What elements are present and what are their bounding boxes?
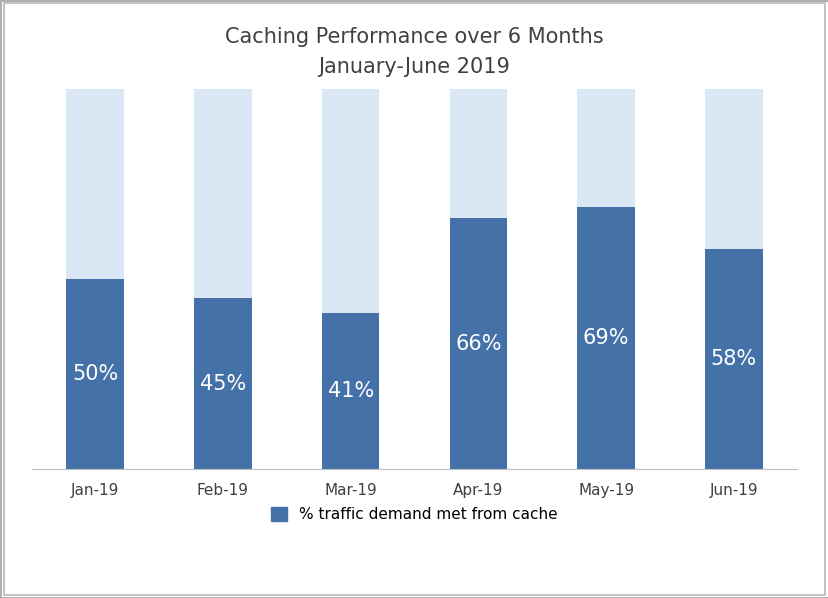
Bar bbox=[449, 89, 507, 218]
Bar bbox=[321, 89, 379, 313]
Title: Caching Performance over 6 Months
January-June 2019: Caching Performance over 6 Months Januar… bbox=[225, 27, 603, 77]
Text: 41%: 41% bbox=[327, 382, 373, 401]
Bar bbox=[194, 89, 252, 298]
Text: 58%: 58% bbox=[710, 349, 756, 369]
Bar bbox=[321, 313, 379, 469]
Text: 45%: 45% bbox=[200, 374, 246, 393]
Bar bbox=[576, 89, 634, 207]
Bar bbox=[66, 279, 123, 469]
Text: 66%: 66% bbox=[455, 334, 501, 354]
Text: 50%: 50% bbox=[72, 364, 118, 384]
Bar bbox=[449, 218, 507, 469]
Text: 69%: 69% bbox=[582, 328, 628, 348]
Bar bbox=[194, 298, 252, 469]
Legend: % traffic demand met from cache: % traffic demand met from cache bbox=[271, 507, 557, 522]
Bar bbox=[705, 89, 762, 249]
Bar bbox=[576, 207, 634, 469]
Bar bbox=[705, 249, 762, 469]
Bar bbox=[66, 89, 123, 279]
